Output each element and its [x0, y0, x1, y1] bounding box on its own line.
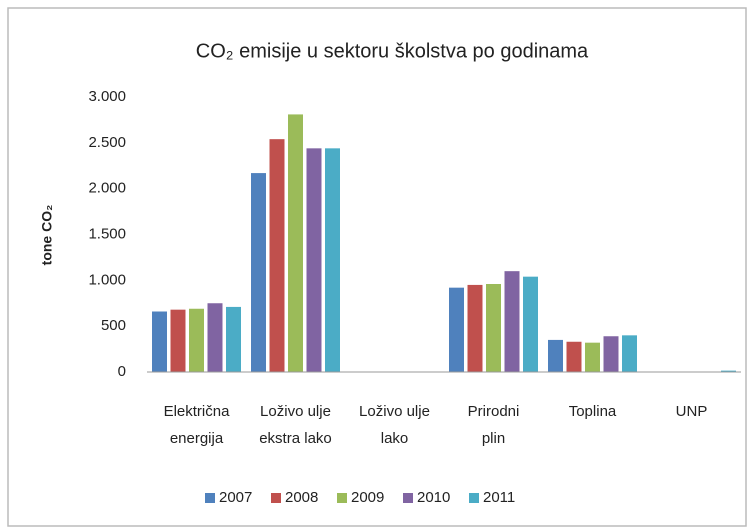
bar [486, 284, 501, 372]
bar [548, 339, 563, 372]
bar [325, 148, 340, 372]
x-tick-label: Toplina [569, 403, 617, 420]
bar [288, 114, 303, 373]
y-tick-label: 3.000 [88, 88, 126, 105]
x-tick-label: Električna [164, 403, 231, 420]
x-tick-label: Prirodni [468, 403, 520, 420]
legend-label: 2010 [417, 489, 450, 506]
bar [170, 309, 186, 372]
bar [449, 287, 464, 372]
chart-frame [7, 7, 747, 527]
legend-swatch [403, 493, 413, 503]
legend-label: 2008 [285, 489, 318, 506]
legend-swatch [469, 493, 479, 503]
bar [721, 370, 736, 372]
x-tick-label: lako [381, 430, 409, 447]
y-tick-label: 0 [118, 363, 126, 380]
bar [269, 139, 285, 372]
legend-label: 2007 [219, 489, 252, 506]
bar [251, 173, 266, 372]
legend-swatch [271, 493, 281, 503]
bar [622, 335, 637, 372]
bar [152, 311, 167, 372]
chart-title: CO₂ emisije u sektoru školstva po godina… [196, 40, 589, 62]
x-tick-label: Loživo ulje [359, 403, 430, 420]
y-tick-label: 1.500 [88, 225, 126, 242]
x-tick-label: ekstra lako [259, 430, 332, 447]
y-tick-label: 2.500 [88, 134, 126, 151]
bar [207, 303, 223, 372]
legend-swatch [205, 493, 215, 503]
bar [523, 276, 538, 372]
x-tick-label: energija [170, 430, 224, 447]
bar [189, 308, 204, 372]
legend-label: 2009 [351, 489, 384, 506]
x-tick-label: Loživo ulje [260, 403, 331, 420]
legend-label: 2011 [483, 489, 515, 506]
x-tick-label: plin [482, 430, 505, 447]
y-axis-label: tone CO₂ [39, 205, 55, 266]
bar [585, 342, 600, 372]
legend-swatch [337, 493, 347, 503]
bar [504, 271, 520, 372]
bar [467, 284, 483, 372]
y-tick-label: 1.000 [88, 271, 126, 288]
bar [566, 341, 582, 372]
bar [603, 336, 619, 372]
bar [226, 306, 241, 372]
bar [306, 148, 322, 372]
y-tick-label: 500 [101, 317, 126, 334]
x-tick-label: UNP [676, 403, 708, 420]
y-tick-label: 2.000 [88, 180, 126, 197]
